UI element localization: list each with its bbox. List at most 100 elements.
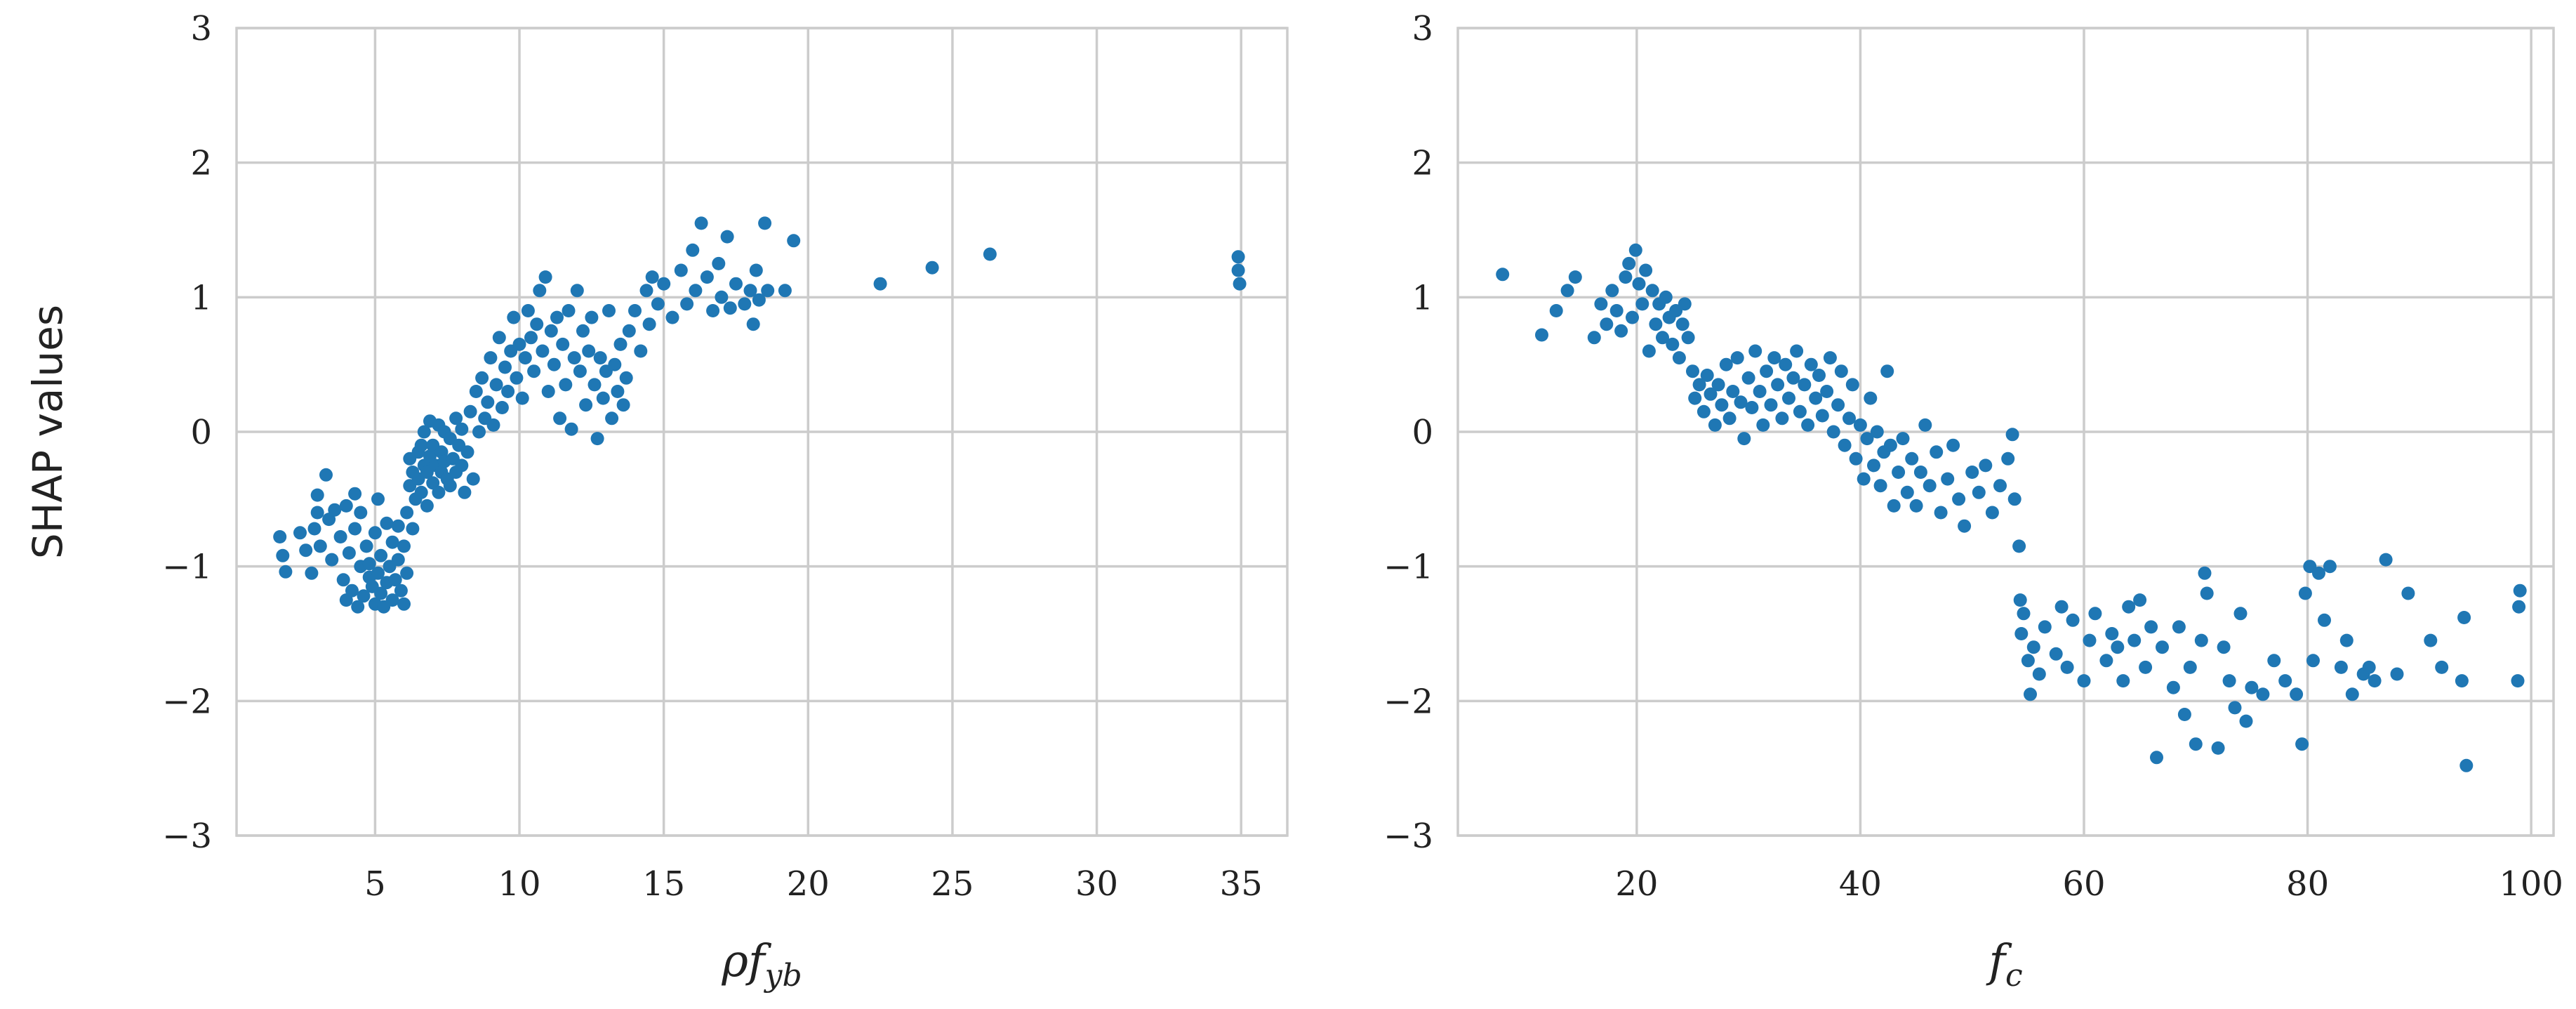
- data-point: [1873, 479, 1887, 493]
- data-point: [576, 324, 590, 338]
- data-point: [414, 485, 428, 499]
- data-point: [729, 277, 743, 291]
- data-point: [489, 378, 503, 392]
- data-point: [1231, 250, 1245, 264]
- data-point: [339, 499, 353, 513]
- data-point: [475, 371, 489, 385]
- data-point: [1905, 451, 1919, 466]
- data-point: [518, 351, 532, 365]
- data-point: [1775, 411, 1789, 426]
- data-point: [2298, 586, 2312, 600]
- data-point: [573, 364, 587, 378]
- data-point: [1845, 378, 1859, 392]
- data-point: [562, 304, 576, 317]
- data-point: [752, 293, 766, 307]
- data-point: [746, 317, 760, 331]
- data-point: [1892, 466, 1906, 479]
- data-point: [553, 411, 567, 426]
- y-tick-labels: −3 −2 −1 0 1 2 3: [162, 9, 212, 856]
- data-point: [2116, 674, 2130, 688]
- x-tick-label: 35: [1220, 864, 1263, 904]
- data-point: [1711, 378, 1725, 392]
- data-point: [715, 290, 729, 304]
- data-point: [406, 522, 420, 536]
- data-point: [1804, 357, 1818, 371]
- data-point: [1642, 344, 1656, 358]
- data-point: [2278, 674, 2292, 688]
- data-point: [1823, 351, 1837, 365]
- x-tick-label: 15: [642, 864, 685, 904]
- data-point: [455, 422, 469, 436]
- data-point: [2368, 674, 2382, 688]
- data-point: [273, 530, 287, 543]
- data-point: [2390, 667, 2404, 681]
- data-point: [619, 371, 633, 385]
- data-point: [348, 522, 362, 536]
- data-point: [1666, 337, 1680, 351]
- data-point: [1790, 344, 1804, 358]
- data-point: [657, 277, 671, 291]
- data-point: [1639, 263, 1653, 277]
- data-point: [1688, 391, 1702, 405]
- data-point: [2362, 660, 2376, 674]
- data-point: [374, 586, 388, 600]
- data-point: [2379, 553, 2393, 567]
- data-point: [2099, 654, 2113, 668]
- data-point: [1672, 351, 1686, 365]
- data-point: [743, 284, 757, 298]
- data-point: [2032, 667, 2046, 681]
- data-point: [2026, 640, 2040, 654]
- data-point: [2345, 687, 2359, 701]
- data-point: [2105, 627, 2119, 640]
- data-point: [2222, 674, 2236, 688]
- data-point: [2177, 708, 2191, 721]
- data-point: [2189, 737, 2203, 751]
- data-point: [385, 593, 399, 607]
- y-tick-label: 0: [1412, 413, 1433, 452]
- data-point: [486, 418, 500, 432]
- data-point: [1719, 357, 1733, 371]
- data-point: [319, 468, 333, 482]
- data-point: [2060, 660, 2074, 674]
- data-point: [1834, 364, 1848, 378]
- data-point: [1233, 277, 1247, 291]
- data-point: [2459, 758, 2474, 772]
- x-axis-label-main: ρf: [721, 935, 772, 987]
- data-point: [2457, 611, 2471, 624]
- data-point: [1737, 432, 1751, 446]
- data-point: [570, 284, 584, 298]
- data-point: [336, 573, 350, 587]
- data-point: [587, 378, 602, 392]
- x-tick-label: 60: [2062, 864, 2105, 904]
- x-tick-label: 25: [931, 864, 974, 904]
- data-point: [2066, 613, 2080, 627]
- data-point: [469, 385, 483, 398]
- data-point: [1958, 519, 1972, 533]
- data-point: [778, 284, 792, 298]
- data-point: [420, 499, 434, 513]
- plot-frame: [235, 27, 1289, 837]
- data-point: [2166, 680, 2180, 694]
- data-point: [2024, 687, 2037, 701]
- data-point: [2021, 654, 2035, 668]
- data-point: [533, 284, 547, 298]
- data-point: [1767, 351, 1781, 365]
- data-point: [2088, 607, 2102, 621]
- data-point: [1857, 472, 1871, 486]
- data-point: [1649, 317, 1663, 331]
- data-point: [299, 543, 313, 558]
- data-point: [391, 519, 405, 533]
- data-point: [1985, 506, 1999, 520]
- data-point: [1675, 317, 1689, 331]
- x-tick-label: 40: [1839, 864, 1882, 904]
- right-scatter-panel: 20 40 60 80 100 −3 −2 −1 0 1 2 3 fc: [1383, 9, 2563, 994]
- data-point: [2127, 633, 2142, 647]
- data-point: [674, 263, 688, 277]
- data-point: [2401, 586, 2415, 600]
- data-point: [2233, 607, 2248, 621]
- data-point: [345, 583, 359, 598]
- x-tick-label: 20: [787, 864, 830, 904]
- data-point: [925, 261, 939, 275]
- data-point: [2005, 428, 2019, 442]
- data-point: [1686, 364, 1699, 378]
